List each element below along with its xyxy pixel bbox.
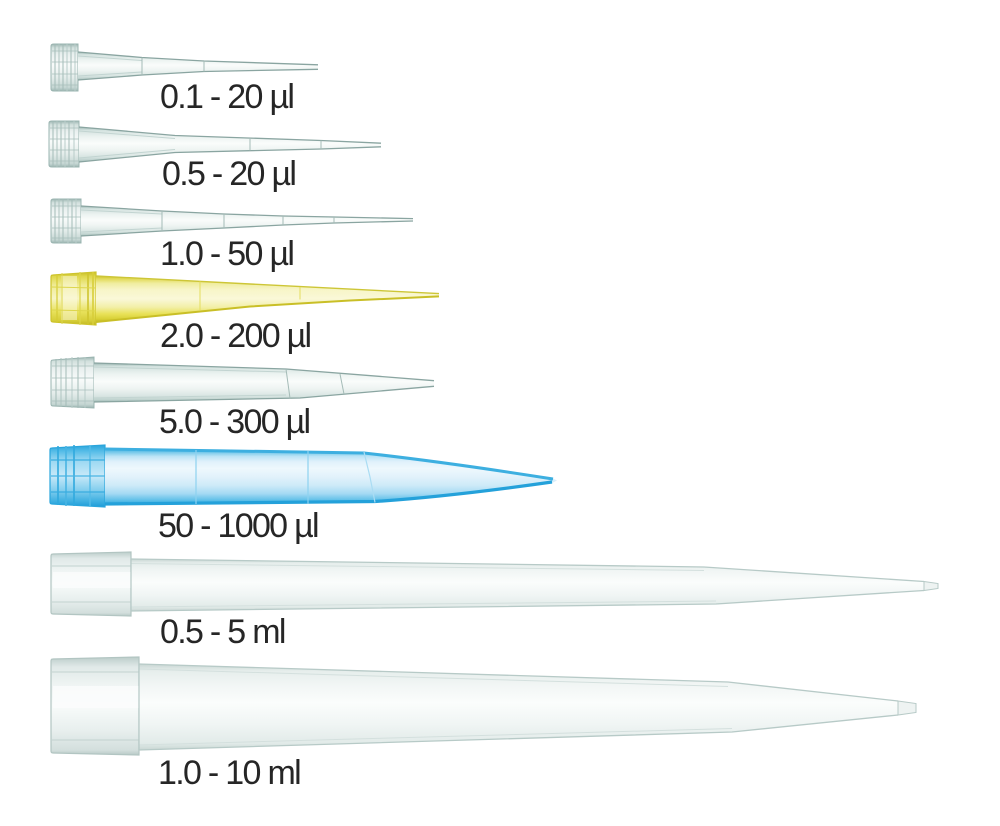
svg-text:0.5 - 5 ml: 0.5 - 5 ml: [160, 613, 285, 651]
svg-text:1.0 - 10 ml: 1.0 - 10 ml: [158, 754, 300, 792]
svg-text:0.1 - 20 µl: 0.1 - 20 µl: [160, 78, 293, 116]
svg-text:50 - 1000 µl: 50 - 1000 µl: [158, 507, 318, 545]
svg-text:0.5 - 20 µl: 0.5 - 20 µl: [162, 155, 295, 193]
svg-text:1.0 - 50 µl: 1.0 - 50 µl: [160, 235, 293, 273]
svg-text:2.0 - 200 µl: 2.0 - 200 µl: [160, 317, 311, 355]
svg-text:5.0 - 300 µl: 5.0 - 300 µl: [159, 403, 310, 441]
